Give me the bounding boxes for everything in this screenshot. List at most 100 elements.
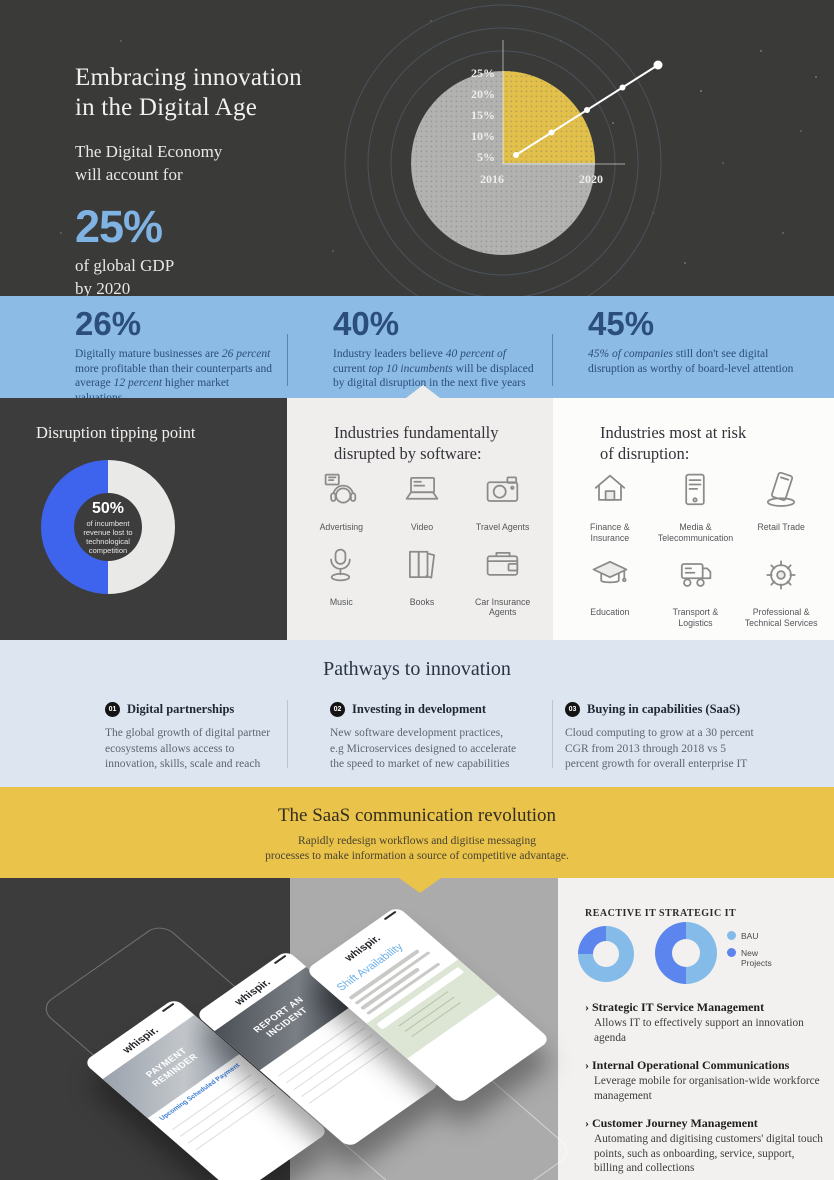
y-tick-15: 15% bbox=[471, 108, 495, 122]
page-title: Embracing innovation in the Digital Age bbox=[75, 63, 302, 123]
camera-icon bbox=[481, 468, 525, 517]
stat-45-text: 45% of companies still don't see digital… bbox=[588, 348, 794, 375]
pathway-02-badge: 02 bbox=[330, 702, 345, 717]
donut-legend: BAU New Projects bbox=[727, 931, 781, 975]
bau-swatch bbox=[727, 931, 736, 940]
truck-icon bbox=[673, 553, 717, 602]
gear-icon bbox=[759, 553, 803, 602]
pathways-section: Pathways to innovation 01 Digital partne… bbox=[0, 640, 834, 787]
star-dot bbox=[210, 150, 212, 152]
stat-45: 45% 45% of companies still don't see dig… bbox=[588, 306, 803, 376]
star-dot bbox=[430, 20, 432, 22]
hero-section: Embracing innovation in the Digital Age … bbox=[0, 0, 834, 296]
list-item: › Internal Operational Communications Lev… bbox=[585, 1058, 820, 1102]
wallet-icon bbox=[481, 543, 525, 592]
risk-panel: Industries most at risk of disruption: F… bbox=[553, 398, 834, 640]
saas-band-tail bbox=[399, 878, 441, 893]
saas-band: The SaaS communication revolution Rapidl… bbox=[0, 787, 834, 878]
star-dot bbox=[684, 262, 686, 264]
star-dot bbox=[700, 90, 702, 92]
capability-list: › Strategic IT Service Management Allows … bbox=[585, 1000, 823, 1180]
industry-advertising: Advertising bbox=[301, 468, 382, 533]
industry-video: Video bbox=[382, 468, 463, 533]
orbit-ring bbox=[367, 27, 639, 296]
chevron-icon: › bbox=[585, 1000, 589, 1014]
star-dot bbox=[722, 162, 724, 164]
stat-divider bbox=[552, 334, 553, 386]
star-dot bbox=[60, 232, 62, 234]
pathway-03-title: Buying in capabilities (SaaS) bbox=[587, 702, 741, 716]
pathway-01: 01 Digital partnerships The global growt… bbox=[105, 702, 273, 773]
saas-heading: The SaaS communication revolution bbox=[277, 805, 557, 826]
stat-26: 26% Digitally mature businesses are 26 p… bbox=[75, 306, 275, 405]
smartphone-icon bbox=[673, 468, 717, 517]
reactive-it-donut-chart bbox=[578, 926, 634, 982]
legend-item-bau: BAU bbox=[727, 931, 781, 941]
industry-music: Music bbox=[301, 543, 382, 618]
bottom-section: whispir. Payment Reminder Upcoming Sched… bbox=[0, 878, 834, 1180]
list-item: › Customer Journey Management Automating … bbox=[585, 1116, 823, 1174]
x-tick-2016: 2016 bbox=[480, 172, 504, 186]
industry-finance-insurance: Finance & Insurance bbox=[567, 468, 653, 543]
panel-notch bbox=[406, 385, 440, 398]
reactive-it-label: REACTIVE IT bbox=[585, 908, 657, 919]
star-dot bbox=[332, 250, 334, 252]
industry-travel-agents: Travel Agents bbox=[462, 468, 543, 533]
tipping-point-panel: Disruption tipping point 50% of incumben… bbox=[0, 398, 287, 640]
y-tick-25: 25% bbox=[471, 66, 495, 80]
stat-divider bbox=[287, 334, 288, 386]
house-icon bbox=[588, 468, 632, 517]
advertising-icon bbox=[319, 468, 363, 517]
strategic-it-label: STRATEGIC IT bbox=[659, 908, 737, 919]
trend-line bbox=[513, 60, 663, 158]
pathways-heading: Pathways to innovation bbox=[323, 658, 511, 680]
y-tick-20: 20% bbox=[471, 87, 495, 101]
star-dot bbox=[760, 50, 762, 52]
stat-45-value: 45% bbox=[588, 305, 655, 342]
tipping-heading: Disruption tipping point bbox=[36, 423, 196, 442]
tipping-donut-value: 50% bbox=[91, 499, 125, 517]
software-heading: Industries fundamentally disrupted by so… bbox=[334, 423, 499, 463]
risk-heading: Industries most at risk of disruption: bbox=[600, 423, 747, 463]
graduation-cap-icon bbox=[588, 553, 632, 602]
chevron-icon: › bbox=[585, 1058, 589, 1072]
industry-retail-trade: Retail Trade bbox=[738, 468, 824, 543]
hero-big-stat: 25% bbox=[75, 200, 163, 252]
software-icon-grid: Advertising Video Travel Agents Music Bo… bbox=[301, 468, 543, 618]
pathway-03-badge: 03 bbox=[565, 702, 580, 717]
tipping-donut-caption: of incumbent revenue lost to technologic… bbox=[83, 518, 133, 555]
hero-text-block: Embracing innovation in the Digital Age … bbox=[75, 46, 302, 296]
star-dot bbox=[300, 70, 302, 72]
star-dot bbox=[782, 232, 784, 234]
star-dot bbox=[120, 40, 122, 42]
legend-item-new-projects: New Projects bbox=[727, 948, 781, 968]
new-projects-swatch bbox=[727, 948, 736, 957]
pathway-03: 03 Buying in capabilities (SaaS) Cloud c… bbox=[565, 702, 760, 773]
industry-car-insurance: Car Insurance Agents bbox=[462, 543, 543, 618]
books-icon bbox=[400, 543, 444, 592]
pathway-divider bbox=[552, 700, 553, 768]
pathway-01-body: The global growth of digital partner eco… bbox=[105, 727, 271, 770]
industry-transport-logistics: Transport & Logistics bbox=[653, 553, 739, 628]
pathway-01-title: Digital partnerships bbox=[127, 702, 235, 716]
hero-caption: of global GDP by 2020 bbox=[75, 255, 175, 297]
industry-education: Education bbox=[567, 553, 653, 628]
stat-40-text: Industry leaders believe 40 percent of c… bbox=[333, 348, 534, 389]
industry-media-telecom: Media & Telecommunication bbox=[653, 468, 739, 543]
strategic-it-donut-chart bbox=[655, 922, 717, 984]
orbit-ring bbox=[344, 4, 662, 296]
y-tick-10: 10% bbox=[471, 129, 495, 143]
list-item: › Strategic IT Service Management Allows … bbox=[585, 1000, 804, 1044]
risk-icon-grid: Finance & Insurance Media & Telecommunic… bbox=[567, 468, 824, 628]
software-disruption-panel: Industries fundamentally disrupted by so… bbox=[287, 385, 553, 640]
pathway-02-body: New software development practices, e.g … bbox=[330, 727, 517, 770]
pathway-02: 02 Investing in development New software… bbox=[330, 702, 518, 773]
stats-band: 26% Digitally mature businesses are 26 p… bbox=[0, 296, 834, 404]
hero-subtitle: The Digital Economy will account for bbox=[75, 141, 223, 184]
x-tick-2020: 2020 bbox=[579, 172, 603, 186]
saas-subheading: Rapidly redesign workflows and digitise … bbox=[265, 835, 569, 862]
stat-26-value: 26% bbox=[75, 305, 142, 342]
pathway-divider bbox=[287, 700, 288, 768]
pathway-01-badge: 01 bbox=[105, 702, 120, 717]
